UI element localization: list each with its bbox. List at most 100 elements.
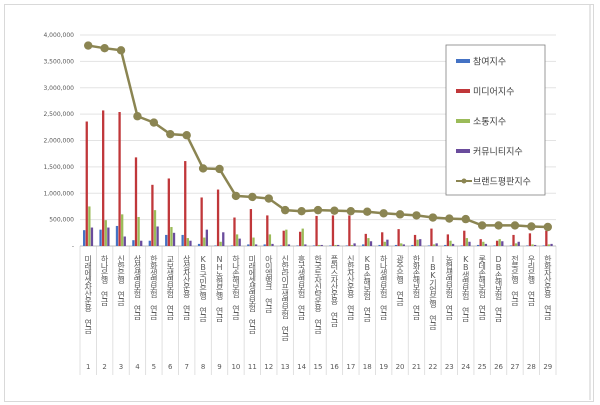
bar-커뮤니티지수 <box>517 241 520 246</box>
category-label: 한국투자신탁운용 연금 <box>313 255 322 334</box>
bar-미디어지수 <box>364 233 367 246</box>
bar-참여지수 <box>263 244 266 246</box>
category-label: 하나생명보험 연금 <box>379 254 388 320</box>
bar-참여지수 <box>411 244 414 246</box>
category-label: 흥국생명보험 연금 <box>297 254 306 320</box>
bar-참여지수 <box>132 240 135 246</box>
category-label: 플러스자산운용 연금 <box>330 255 339 327</box>
bar-커뮤니티지수 <box>484 243 488 246</box>
bar-소통지수 <box>252 237 255 246</box>
bar-참여지수 <box>83 230 86 246</box>
category-label: 신한자산운용 연금 <box>346 255 355 320</box>
line-point <box>280 205 290 215</box>
category-label: 신한라이프생명보험 연금 <box>280 255 289 341</box>
category-label: DB손해보험 연금 <box>494 255 503 322</box>
legend-swatch <box>456 89 470 93</box>
bar-소통지수 <box>432 244 436 246</box>
bar-소통지수 <box>235 234 239 246</box>
category-label: NH농협은행 연금 <box>215 255 224 322</box>
line-point <box>543 222 552 232</box>
line-point <box>231 191 241 201</box>
bar-소통지수 <box>121 214 124 246</box>
category-label: 미래에셋생명보험 연금 <box>248 255 257 334</box>
bar-커뮤니티지수 <box>222 232 225 246</box>
line-point <box>363 207 372 216</box>
category-number: 9 <box>217 363 221 371</box>
line-point <box>182 131 191 140</box>
category-label: 전북은행 연금 <box>510 254 519 306</box>
category-label: 한화손해보험 연금 <box>412 255 421 320</box>
bar-참여지수 <box>181 234 184 246</box>
bar-참여지수 <box>312 245 316 246</box>
category-label: 한화자산운용 연금 <box>543 255 552 320</box>
category-number: 29 <box>543 363 552 371</box>
bar-미디어지수 <box>348 215 351 246</box>
bar-미디어지수 <box>463 230 466 246</box>
bar-소통지수 <box>350 244 354 246</box>
category-label: 아이엠뱅크 연금 <box>264 254 273 313</box>
legend-marker <box>461 178 467 184</box>
category-number: 10 <box>231 363 240 371</box>
bar-참여지수 <box>444 244 447 246</box>
category-label: 우리은행 연금 <box>527 255 536 306</box>
bar-소통지수 <box>498 239 501 246</box>
bar-참여지수 <box>509 245 513 246</box>
bar-커뮤니티지수 <box>238 238 241 246</box>
bar-커뮤니티지수 <box>156 226 159 246</box>
bar-미디어지수 <box>397 229 400 246</box>
line-point <box>116 46 126 55</box>
line-point <box>461 214 470 224</box>
legend-swatch <box>456 119 470 123</box>
bar-참여지수 <box>214 245 217 246</box>
y-tick-label: 1,000,000 <box>43 190 74 197</box>
bar-미디어지수 <box>184 161 187 246</box>
bar-미디어지수 <box>134 157 138 246</box>
bar-참여지수 <box>296 245 299 246</box>
category-number: 2 <box>102 363 106 371</box>
category-number: 19 <box>379 363 388 371</box>
bar-커뮤니티지수 <box>337 244 340 246</box>
line-point <box>215 164 224 174</box>
bar-참여지수 <box>329 245 332 246</box>
y-tick-label: 500,000 <box>49 217 74 224</box>
bar-참여지수 <box>230 245 234 246</box>
bar-참여지수 <box>247 244 250 246</box>
bar-참여지수 <box>493 245 496 246</box>
bar-소통지수 <box>186 238 189 246</box>
bar-소통지수 <box>301 228 304 246</box>
category-label: 하나은행 연금 <box>100 254 109 306</box>
bar-미디어지수 <box>381 232 384 246</box>
line-point <box>84 41 93 50</box>
bar-소통지수 <box>285 229 288 246</box>
category-label: 신한은행 연금 <box>116 255 125 306</box>
bar-커뮤니티지수 <box>386 239 389 246</box>
bar-미디어지수 <box>315 215 318 246</box>
category-label: 삼성생명보험 연금 <box>133 254 142 320</box>
bar-소통지수 <box>449 240 452 246</box>
category-label: 삼성자산운용 연금 <box>182 254 191 320</box>
legend-label: 참여지수 <box>473 56 506 68</box>
bar-커뮤니티지수 <box>550 243 553 246</box>
bar-소통지수 <box>88 206 91 246</box>
bar-미디어지수 <box>282 230 285 246</box>
bar-커뮤니티지수 <box>140 240 143 246</box>
category-number: 11 <box>248 363 257 371</box>
bar-참여지수 <box>460 245 463 246</box>
bar-미디어지수 <box>102 110 105 247</box>
bar-미디어지수 <box>512 234 515 246</box>
bar-미디어지수 <box>495 240 499 246</box>
bar-커뮤니티지수 <box>172 232 176 246</box>
bar-소통지수 <box>514 243 518 246</box>
bar-커뮤니티지수 <box>271 243 274 246</box>
bar-참여지수 <box>345 245 348 246</box>
bar-미디어지수 <box>446 234 450 246</box>
bar-커뮤니티지수 <box>205 229 209 246</box>
bar-소통지수 <box>334 244 337 246</box>
category-number: 27 <box>511 363 520 371</box>
category-number: 18 <box>363 363 372 371</box>
bar-미디어지수 <box>528 233 532 246</box>
category-number: 7 <box>184 363 188 371</box>
bar-소통지수 <box>531 244 534 246</box>
line-point <box>149 118 159 127</box>
bar-미디어지수 <box>118 112 121 246</box>
